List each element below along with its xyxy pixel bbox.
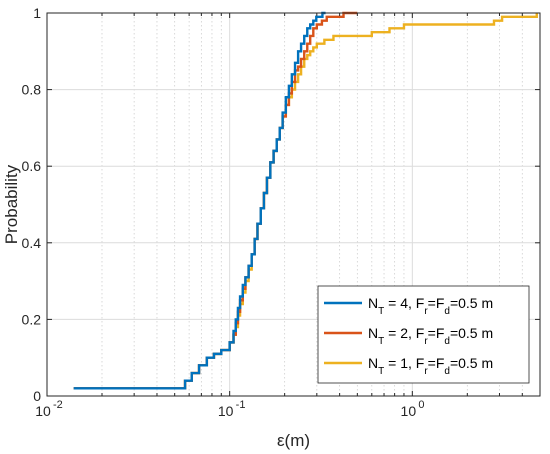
y-tick-label: 0.6 <box>22 158 42 174</box>
series-line-1 <box>73 11 326 390</box>
series-lines <box>73 11 538 390</box>
tick-marks <box>46 12 541 397</box>
legend-label-2: NT = 2, Fr=Fd=0.5 m <box>368 325 493 347</box>
y-tick-label: 0.4 <box>22 235 42 251</box>
y-tick-label: 0.8 <box>22 82 42 98</box>
x-tick-label: 10 <box>218 403 234 419</box>
y-tick-label: 0.2 <box>22 311 42 327</box>
x-tick-label-exponent: -1 <box>236 399 246 411</box>
x-tick-label: 10 <box>35 403 51 419</box>
axes-box <box>46 12 541 397</box>
x-axis-label: ε(m) <box>277 431 310 450</box>
legend: NT = 4, Fr=Fd=0.5 m NT = 2, Fr=Fd=0.5 m NT… <box>317 285 530 384</box>
x-tick-label: 10 <box>401 403 417 419</box>
legend-label-3: NT = 1, Fr=Fd=0.5 m <box>368 355 493 377</box>
legend-label-1: NT = 4, Fr=Fd=0.5 m <box>368 295 493 317</box>
x-tick-label-exponent: 0 <box>418 399 424 411</box>
y-axis-label: Probability <box>2 164 21 244</box>
y-tick-label: 1 <box>33 5 41 21</box>
x-tick-label-exponent: -2 <box>53 399 63 411</box>
y-tick-label: 0 <box>33 388 41 404</box>
